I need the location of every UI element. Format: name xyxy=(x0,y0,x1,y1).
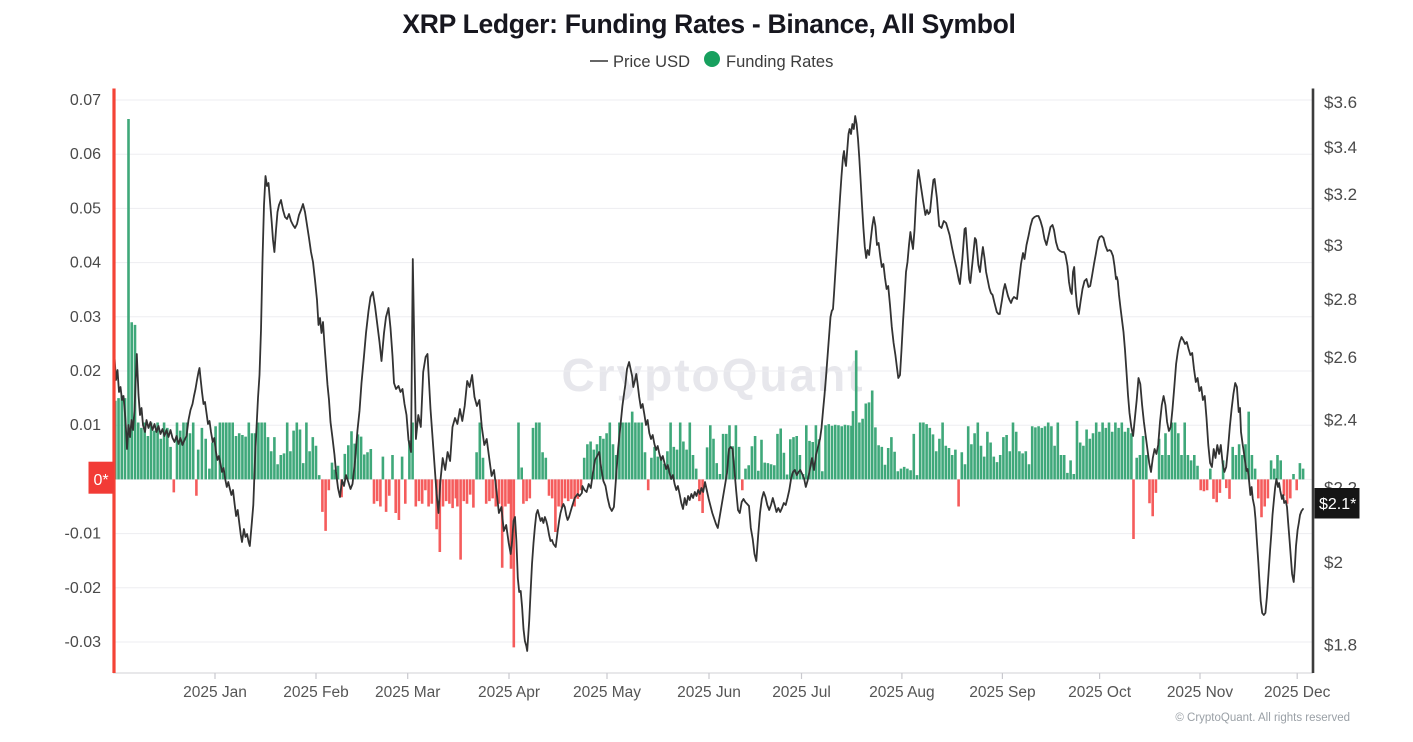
svg-text:$2.4: $2.4 xyxy=(1324,411,1357,430)
svg-text:$2.8: $2.8 xyxy=(1324,290,1357,309)
svg-text:2025 Dec: 2025 Dec xyxy=(1264,684,1331,701)
svg-text:2025 Aug: 2025 Aug xyxy=(869,684,935,701)
svg-text:2025 Jan: 2025 Jan xyxy=(183,684,247,701)
svg-text:0.03: 0.03 xyxy=(70,309,101,326)
svg-text:0.01: 0.01 xyxy=(70,417,101,434)
svg-text:$2: $2 xyxy=(1324,553,1343,572)
svg-text:XRP Ledger: Funding Rates - Bi: XRP Ledger: Funding Rates - Binance, All… xyxy=(402,9,1015,39)
svg-text:2025 Sep: 2025 Sep xyxy=(969,684,1035,701)
svg-text:0.05: 0.05 xyxy=(70,200,101,217)
svg-text:2025 Oct: 2025 Oct xyxy=(1068,684,1132,701)
svg-text:$3.2: $3.2 xyxy=(1324,185,1357,204)
svg-text:$3: $3 xyxy=(1324,236,1343,255)
svg-text:$2.6: $2.6 xyxy=(1324,348,1357,367)
svg-text:2025 Nov: 2025 Nov xyxy=(1167,684,1234,701)
svg-text:$3.6: $3.6 xyxy=(1324,93,1357,112)
svg-text:0.07: 0.07 xyxy=(70,92,101,109)
svg-text:-0.03: -0.03 xyxy=(65,634,102,651)
svg-text:$3.4: $3.4 xyxy=(1324,138,1357,157)
svg-text:0.06: 0.06 xyxy=(70,146,101,163)
svg-text:2025 May: 2025 May xyxy=(573,684,641,701)
svg-text:2025 Jun: 2025 Jun xyxy=(677,684,741,701)
svg-text:-0.02: -0.02 xyxy=(65,580,102,597)
svg-text:© CryptoQuant. All rights rese: © CryptoQuant. All rights reserved xyxy=(1175,712,1350,724)
svg-text:-0.01: -0.01 xyxy=(65,526,102,543)
svg-text:$1.8: $1.8 xyxy=(1324,636,1357,655)
svg-text:0*: 0* xyxy=(93,472,108,489)
svg-text:CryptoQuant: CryptoQuant xyxy=(561,349,864,401)
svg-text:0.04: 0.04 xyxy=(70,255,101,272)
svg-text:Funding Rates: Funding Rates xyxy=(726,53,833,71)
svg-text:2025 Apr: 2025 Apr xyxy=(478,684,540,701)
svg-text:$2.1*: $2.1* xyxy=(1319,496,1356,513)
svg-text:2025 Feb: 2025 Feb xyxy=(283,684,349,701)
svg-text:2025 Mar: 2025 Mar xyxy=(375,684,440,701)
svg-text:0.02: 0.02 xyxy=(70,363,101,380)
svg-text:Price USD: Price USD xyxy=(613,53,690,71)
svg-text:2025 Jul: 2025 Jul xyxy=(772,684,831,701)
